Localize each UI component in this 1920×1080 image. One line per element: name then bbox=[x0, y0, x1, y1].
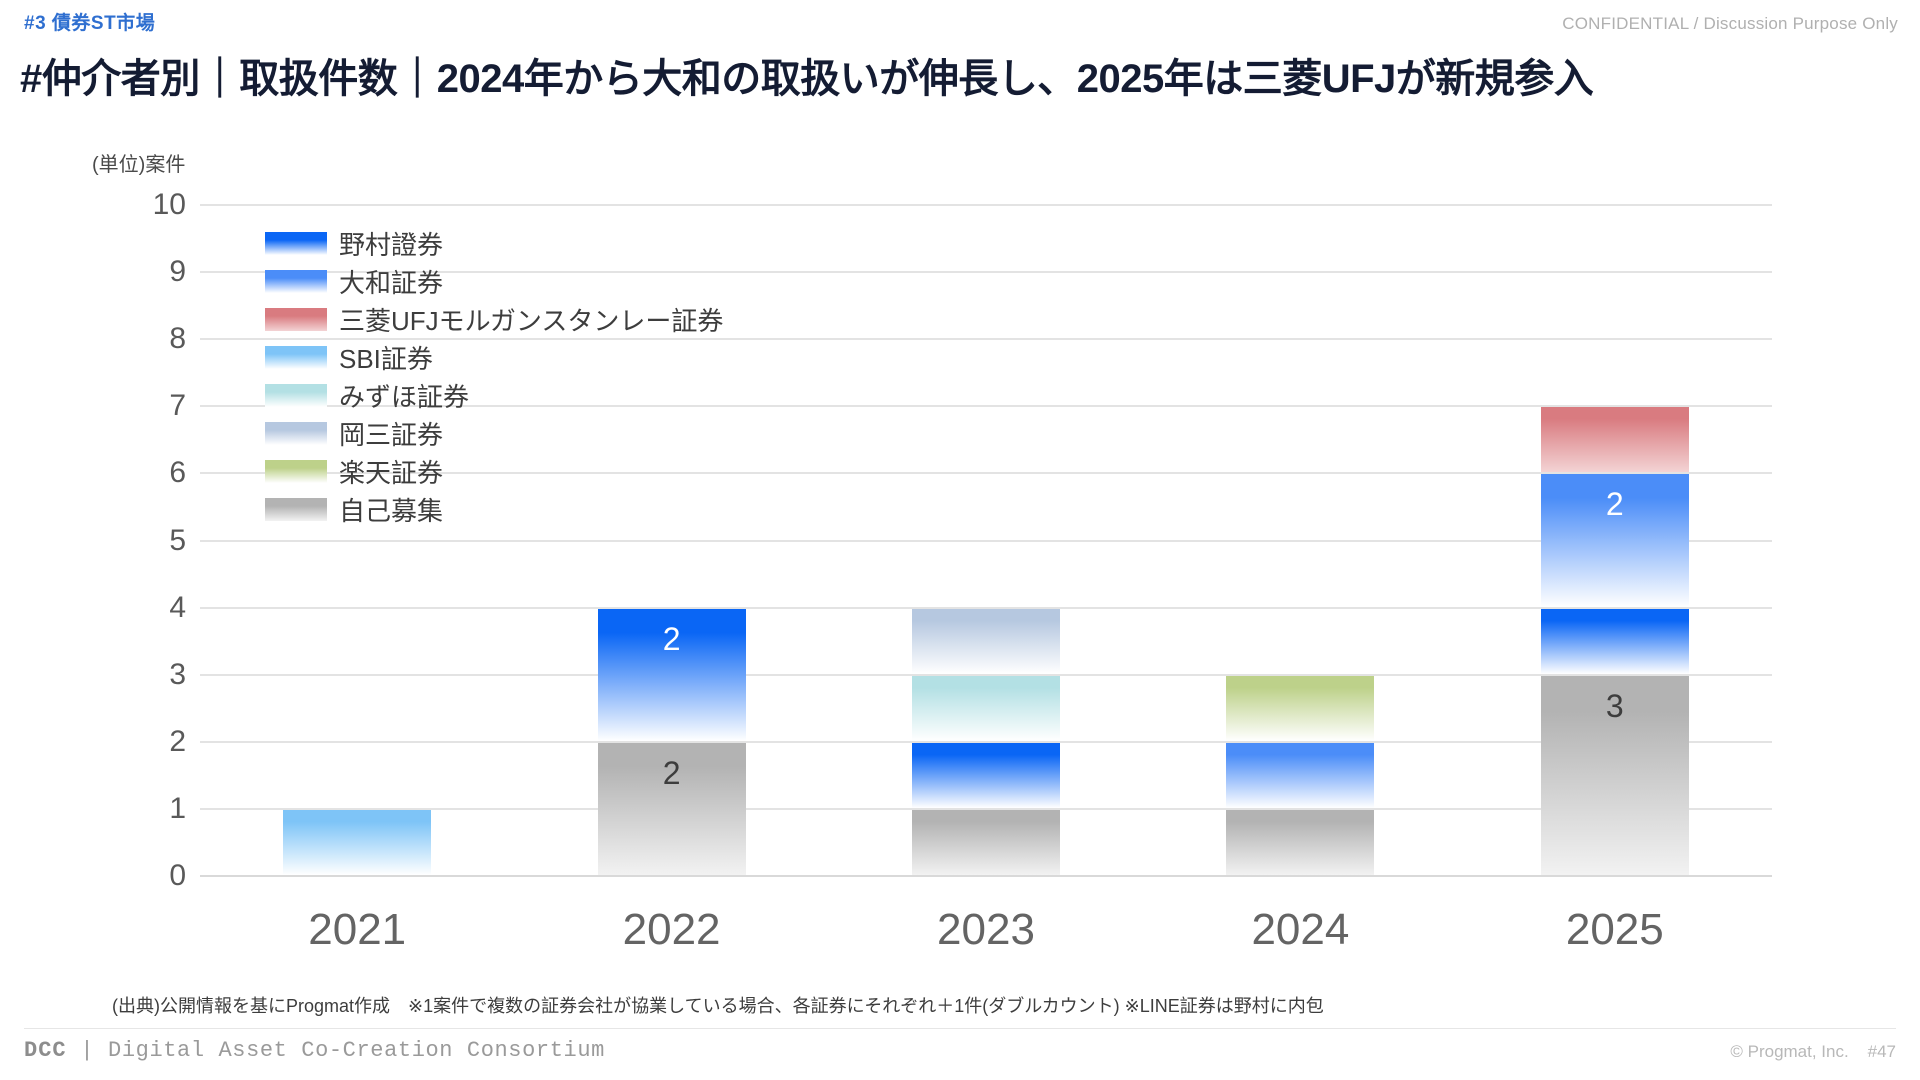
footer-copyright: © Progmat, Inc. bbox=[1730, 1042, 1849, 1061]
legend-swatch-icon bbox=[265, 231, 327, 255]
bar-segment[interactable] bbox=[1226, 742, 1375, 808]
chart-plot-area: 0 1 2 3 4 5 6 7 8 9 10 2 2 3 2 bbox=[153, 188, 1772, 892]
legend-label: 野村證券 bbox=[339, 229, 444, 260]
legend-item-2[interactable]: 三菱UFJモルガンスタンレー証券 bbox=[265, 300, 723, 338]
bar-value-label: 2 bbox=[662, 620, 681, 657]
legend-swatch-icon bbox=[265, 497, 327, 521]
legend-swatch-icon bbox=[265, 269, 327, 293]
footer-brand-divider: | bbox=[80, 1038, 95, 1063]
chart-legend: 野村證券大和証券三菱UFJモルガンスタンレー証券 SBI証券みずほ証券岡三証券楽天… bbox=[265, 224, 723, 528]
bar-column-2021[interactable] bbox=[283, 205, 432, 876]
bar-segment[interactable] bbox=[912, 608, 1060, 674]
legend-item-5[interactable]: 岡三証券 bbox=[265, 414, 723, 452]
gridline bbox=[200, 204, 1772, 206]
bar-column-2024[interactable] bbox=[1226, 205, 1375, 876]
legend-label: 岡三証券 bbox=[339, 419, 444, 450]
legend-label: 三菱UFJモルガンスタンレー証券 bbox=[339, 305, 724, 336]
bar-value-label: 2 bbox=[662, 754, 681, 791]
legend-label: 大和証券 bbox=[339, 267, 444, 298]
bar-segment[interactable]: 2 bbox=[1540, 474, 1689, 607]
legend-item-6[interactable]: 楽天証券 bbox=[265, 452, 723, 490]
y-axis-tick-label: 2 bbox=[169, 724, 186, 758]
y-axis-tick-label: 9 bbox=[169, 255, 186, 289]
footer-page-number: #47 bbox=[1867, 1042, 1896, 1061]
footer-brand: DCC | Digital Asset Co-Creation Consorti… bbox=[24, 1038, 605, 1063]
gridline bbox=[200, 673, 1772, 676]
bar-segment[interactable] bbox=[1540, 407, 1689, 473]
legend-item-4[interactable]: みずほ証券 bbox=[265, 376, 723, 414]
legend-item-7[interactable]: 自己募集 bbox=[265, 490, 723, 528]
bar-value-label: 3 bbox=[1605, 687, 1624, 724]
legend-swatch-icon bbox=[265, 345, 327, 369]
y-axis-tick-label: 10 bbox=[152, 188, 186, 221]
y-axis-tick-label: 4 bbox=[169, 590, 186, 624]
bar-value-label: 2 bbox=[1605, 486, 1624, 523]
legend-item-3[interactable]: SBI証券 bbox=[265, 338, 723, 376]
bar-segment[interactable] bbox=[912, 809, 1060, 875]
x-axis-tick-label: 2021 bbox=[308, 905, 407, 954]
footer-divider bbox=[24, 1028, 1896, 1029]
bar-segment[interactable] bbox=[912, 675, 1060, 741]
x-axis-tick-label: 2024 bbox=[1251, 905, 1350, 954]
y-axis-tick-label: 1 bbox=[169, 791, 186, 825]
y-axis-tick-label: 0 bbox=[169, 859, 186, 892]
y-axis-tick-label: 6 bbox=[169, 456, 186, 490]
footer-brand-mark: DCC bbox=[24, 1038, 67, 1063]
axis-unit-label: (単位)案件 bbox=[92, 154, 186, 176]
y-axis-tick-label: 8 bbox=[169, 322, 186, 356]
gridline bbox=[200, 338, 1772, 341]
legend-swatch-icon bbox=[265, 383, 327, 407]
bar-segment[interactable] bbox=[283, 809, 432, 875]
gridline bbox=[200, 539, 1772, 542]
y-axis-tick-label: 3 bbox=[169, 657, 186, 691]
gridline bbox=[200, 606, 1772, 609]
source-footnote: (出典)公開情報を基にProgmat作成 ※1案件で複数の証券会社が協業している… bbox=[112, 996, 1324, 1016]
y-axis-tick-label: 5 bbox=[169, 523, 186, 557]
bar-column-2023[interactable] bbox=[912, 205, 1060, 876]
page-title: #仲介者別｜取扱件数｜2024年から大和の取扱いが伸長し、2025年は三菱UFJ… bbox=[20, 57, 1594, 101]
x-axis-tick-label: 2025 bbox=[1565, 905, 1664, 954]
legend-swatch-icon bbox=[265, 459, 327, 483]
legend-label: 自己募集 bbox=[339, 495, 444, 526]
gridline bbox=[200, 271, 1772, 274]
bar-segment[interactable]: 2 bbox=[597, 742, 746, 875]
bar-segment[interactable] bbox=[1226, 675, 1375, 741]
footer-meta: © Progmat, Inc. #47 bbox=[1730, 1042, 1896, 1062]
bar-segment[interactable] bbox=[1226, 809, 1375, 875]
legend-label: SBI証券 bbox=[339, 343, 433, 374]
gridline bbox=[200, 740, 1772, 743]
confidentiality-notice: CONFIDENTIAL / Discussion Purpose Only bbox=[1562, 14, 1898, 33]
legend-label: 楽天証券 bbox=[339, 457, 444, 488]
x-axis-tick-label: 2022 bbox=[622, 905, 721, 954]
bar-segment[interactable] bbox=[1540, 608, 1689, 674]
bar-segment[interactable]: 2 bbox=[597, 608, 746, 741]
axis-baseline bbox=[200, 875, 1772, 877]
gridline bbox=[200, 807, 1772, 810]
legend-item-0[interactable]: 野村證券 bbox=[265, 224, 723, 262]
section-eyebrow: #3 債券ST市場 bbox=[24, 13, 156, 34]
gridline bbox=[200, 405, 1772, 408]
x-axis-tick-label: 2023 bbox=[937, 905, 1035, 954]
gridline bbox=[200, 472, 1772, 475]
legend-label: みずほ証券 bbox=[339, 381, 470, 412]
legend-swatch-icon bbox=[265, 307, 327, 331]
legend-swatch-icon bbox=[265, 421, 327, 445]
bar-segment[interactable] bbox=[912, 742, 1060, 808]
footer-brand-name: Digital Asset Co-Creation Consortium bbox=[108, 1038, 605, 1063]
bar-segment[interactable]: 3 bbox=[1540, 675, 1689, 875]
legend-item-1[interactable]: 大和証券 bbox=[265, 262, 723, 300]
y-axis-tick-label: 7 bbox=[169, 389, 186, 423]
